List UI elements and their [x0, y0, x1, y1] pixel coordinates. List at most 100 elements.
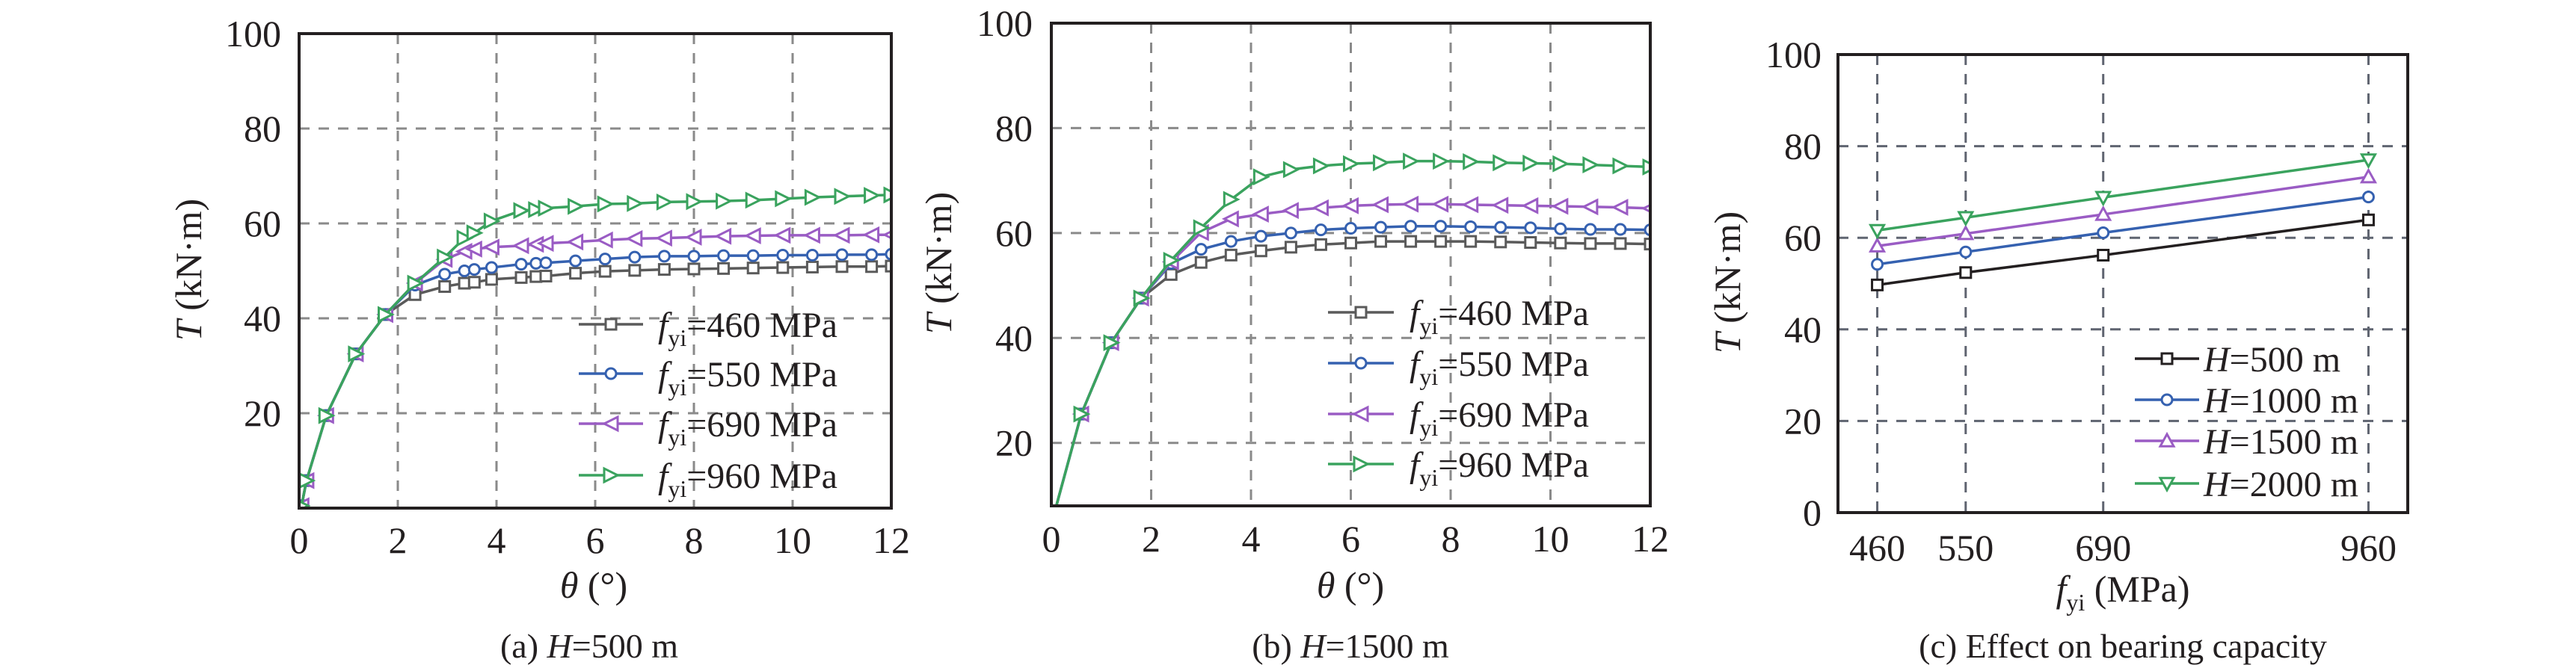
data-point-marker [1404, 235, 1418, 248]
y-tick-label: 60 [1784, 217, 1822, 259]
legend-marker [1354, 306, 1368, 319]
legend-label-var: H [2203, 381, 2231, 421]
x-tick-label: 8 [685, 519, 704, 561]
x-axis-label: θ (°) [560, 564, 627, 606]
legend-label: H=1000 m [2203, 381, 2358, 421]
data-point-marker [627, 194, 645, 212]
x-tick-label: 4 [488, 519, 506, 561]
legend-label-rest: =460 MPa [1438, 294, 1589, 333]
y-tick-label: 100 [225, 13, 281, 55]
chart-panel-b: 0 2 4 6 8 10 12 20 40 60 80 100 fyi=460 MPa fyi=550 M… [917, 2, 1669, 665]
data-point-marker [1871, 278, 1884, 291]
data-point-marker [1959, 245, 1973, 259]
legend-marker [1354, 356, 1368, 370]
data-point-marker [566, 233, 584, 251]
legend-label-rest: =1500 m [2230, 422, 2358, 462]
data-point-marker [1254, 229, 1267, 243]
data-point-marker [628, 250, 642, 264]
data-point-marker [2094, 191, 2112, 207]
y-tick-label: 80 [244, 108, 281, 149]
data-point-marker [832, 226, 850, 244]
legend-label: H=2000 m [2203, 465, 2358, 504]
legend-label: fyi=460 MPa [1410, 294, 1589, 339]
legend-label: H=1500 m [2203, 422, 2358, 462]
data-point-marker [2361, 213, 2375, 226]
data-point-marker [1869, 223, 1887, 240]
panel-caption-prefix: (b) [1252, 627, 1300, 665]
legend-marker [1353, 455, 1371, 473]
data-point-marker [2094, 205, 2112, 221]
data-point-marker [1373, 154, 1390, 172]
data-point-marker [1957, 211, 1975, 227]
data-point-marker [348, 345, 366, 363]
data-point-marker [803, 226, 820, 244]
x-axis-label-rest: (MPa) [2085, 568, 2189, 610]
data-point-marker [598, 253, 612, 266]
data-point-marker [1194, 256, 1208, 269]
data-point-marker [834, 188, 852, 205]
data-point-marker [1611, 199, 1629, 216]
data-point-marker [511, 237, 529, 255]
data-point-marker [1522, 155, 1540, 172]
data-point-marker [1193, 219, 1211, 237]
legend-label: fyi=550 MPa [658, 355, 837, 401]
x-axis-label-rest: (°) [578, 564, 627, 606]
y-tick-label: 40 [995, 317, 1033, 359]
data-point-marker [514, 258, 528, 271]
data-point-marker [716, 192, 733, 210]
series-group [1054, 152, 1650, 506]
data-point-marker [1552, 155, 1570, 173]
legend-marker [2158, 477, 2176, 493]
series-line-1 [1877, 195, 2369, 266]
data-point-marker [687, 250, 701, 263]
data-point-marker [513, 202, 531, 220]
data-point-marker [437, 248, 455, 266]
data-point-marker [467, 276, 481, 289]
legend-label: fyi=690 MPa [1410, 395, 1589, 441]
data-point-marker [318, 406, 336, 424]
data-point-marker [1073, 405, 1091, 423]
legend-marker [603, 466, 621, 484]
data-point-marker [299, 499, 311, 508]
data-point-marker [1582, 156, 1600, 174]
data-point-marker [1584, 223, 1597, 236]
legend-label-var: H [2203, 465, 2231, 504]
data-point-marker [1223, 191, 1241, 208]
data-point-marker [538, 200, 556, 217]
panel-caption: (a) H=500 m [500, 627, 678, 665]
legend-label: fyi=960 MPa [658, 457, 837, 502]
axes-frame [298, 32, 893, 510]
x-tick-label: 2 [389, 519, 408, 561]
data-point-marker [657, 250, 671, 263]
data-point-marker [835, 248, 849, 262]
data-point-marker [458, 265, 471, 277]
data-point-marker [1343, 155, 1360, 173]
data-point-marker [514, 270, 528, 284]
panel-caption-var: H [547, 627, 574, 665]
y-axis-label-rest: (kN·m) [167, 199, 209, 320]
y-tick-label: 80 [1784, 126, 1822, 167]
data-point-marker [1344, 222, 1357, 235]
panel-caption: (b) H=1500 m [1252, 627, 1449, 665]
data-point-marker [2361, 191, 2375, 204]
legend-label-rest: =2000 m [2230, 465, 2358, 504]
data-point-marker [2097, 226, 2110, 239]
series-group [299, 186, 891, 508]
y-tick-label: 60 [995, 212, 1033, 254]
legend-label-rest: =500 m [2230, 340, 2340, 380]
data-point-marker [776, 249, 790, 262]
x-axis-label: θ (°) [1317, 564, 1384, 606]
legend-marker [2160, 393, 2174, 406]
y-axis-label-rest: (kN·m) [917, 192, 959, 313]
x-tick-label: 960 [2340, 527, 2397, 569]
data-point-marker [1254, 244, 1267, 258]
data-point-marker [717, 262, 731, 275]
data-point-marker [625, 229, 643, 247]
data-point-marker [1614, 223, 1627, 236]
data-point-marker [805, 260, 819, 273]
data-point-marker [865, 248, 879, 262]
x-tick-label: 12 [873, 519, 910, 561]
